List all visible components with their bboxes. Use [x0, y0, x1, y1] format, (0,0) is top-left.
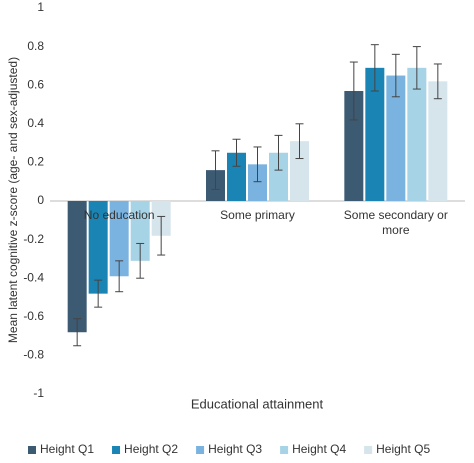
bar — [130, 201, 150, 261]
bar — [109, 201, 129, 277]
error-bar — [412, 46, 421, 90]
error-bar — [73, 318, 82, 347]
error-bar — [295, 123, 304, 160]
bar — [248, 164, 267, 201]
legend-label: Height Q4 — [292, 442, 346, 456]
legend-label: Height Q5 — [376, 442, 430, 456]
error-bar — [157, 215, 166, 256]
legend-swatch — [196, 446, 205, 454]
y-tick-label: 0.4 — [27, 116, 44, 130]
error-bar — [349, 61, 358, 121]
bar — [407, 67, 427, 201]
category-label-box: Some secondary or more — [343, 208, 448, 237]
legend-swatch — [28, 446, 36, 454]
error-bar — [232, 138, 241, 167]
y-axis-title: Mean latent cognitive z-score (age- and … — [6, 57, 20, 343]
y-tick-label: -0.6 — [23, 309, 44, 323]
error-bar — [211, 150, 220, 190]
bar — [386, 75, 406, 201]
category-label-box: No education — [83, 208, 155, 222]
legend-swatch — [112, 446, 121, 454]
bar — [365, 67, 385, 201]
error-bar — [253, 146, 262, 183]
error-bar — [391, 53, 400, 98]
y-tick-label: -0.8 — [23, 348, 44, 362]
error-bar — [433, 63, 442, 100]
bar — [227, 152, 246, 201]
error-bar — [274, 134, 283, 171]
legend-label: Height Q2 — [124, 442, 178, 456]
y-tick-label: 0.8 — [27, 39, 44, 53]
y-tick-label: 0.2 — [27, 155, 44, 169]
y-tick-label: 1 — [37, 0, 44, 14]
bar — [269, 152, 288, 201]
y-tick-label: -1 — [33, 386, 44, 400]
bar — [88, 201, 108, 294]
y-tick-label: 0.6 — [27, 77, 44, 91]
error-bar — [115, 260, 124, 293]
legend-label: Height Q1 — [40, 442, 94, 456]
bar — [290, 141, 309, 201]
x-tick-label: No education — [83, 208, 155, 222]
legend-swatch — [364, 446, 373, 454]
x-tick-label: Some primary — [220, 208, 295, 222]
legend-label: Height Q3 — [208, 442, 262, 456]
y-tick-label: -0.2 — [23, 232, 44, 246]
bar — [67, 201, 87, 333]
y-tick-label: -0.4 — [23, 270, 44, 284]
x-tick-label: Some secondary or more — [343, 208, 448, 237]
bar — [428, 81, 448, 201]
y-tick-label: 0 — [37, 193, 44, 207]
category-label-box: Some primary — [220, 208, 295, 222]
error-bar — [136, 242, 145, 279]
bar — [344, 90, 364, 201]
legend-swatch — [280, 446, 289, 454]
error-bar — [370, 44, 379, 92]
x-axis-title: Educational attainment — [191, 396, 324, 411]
error-bar — [94, 279, 103, 308]
